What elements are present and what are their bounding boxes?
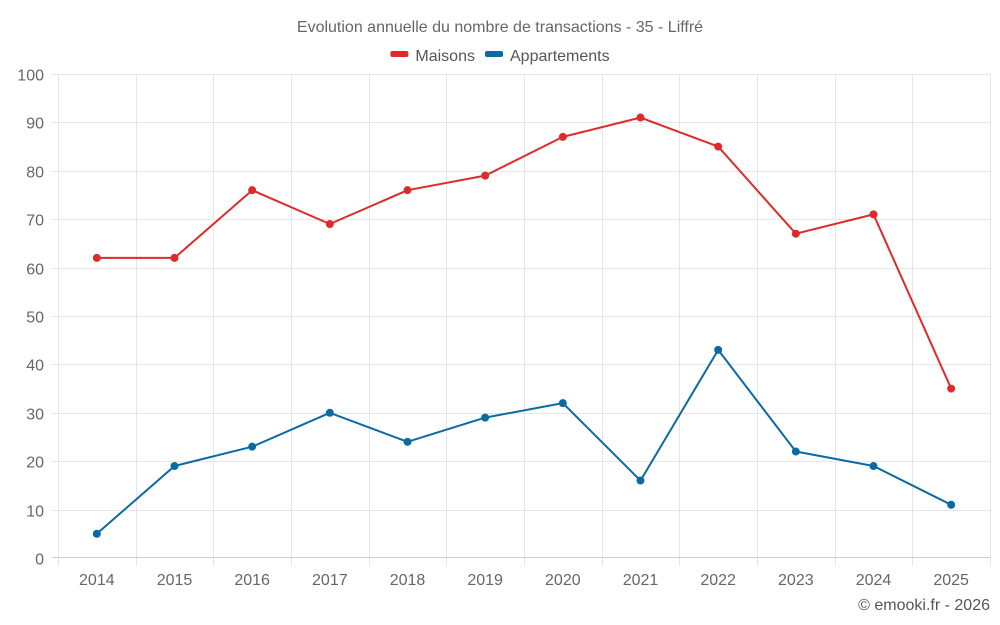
data-point [325,408,334,417]
y-tick-label: 40 [26,358,44,375]
series-maisons [92,113,956,393]
x-gridlines [58,74,991,566]
data-point [791,447,800,456]
data-point [714,142,723,151]
data-point [947,384,956,393]
data-point [92,529,101,538]
x-tick-label: 2014 [79,572,115,589]
data-point [403,437,412,446]
y-tick-label: 90 [26,116,44,133]
data-point [248,442,257,451]
data-point [481,171,490,180]
series-line-appartements [96,348,952,535]
legend-item-maisons[interactable]: Maisons [390,48,475,65]
data-point [170,253,179,262]
y-tick-label: 30 [26,407,44,424]
x-axis-labels: 2014 2015 2016 2017 2018 2019 2020 2021 2022 2023… [79,572,969,589]
legend-label: Maisons [415,48,475,65]
x-tick-label: 2022 [700,572,736,589]
y-tick-label: 100 [17,68,44,85]
x-tick-label: 2016 [234,572,270,589]
credit-text: © emooki.fr - 2026 [858,597,990,614]
legend-item-appartements[interactable]: Appartements [485,48,610,65]
legend-swatch [485,51,503,57]
series-line-maisons [96,116,953,390]
x-tick-label: 2017 [312,572,348,589]
data-point [92,253,101,262]
legend: Maisons Appartements [390,48,610,65]
legend-swatch [390,51,409,57]
x-tick-label: 2024 [856,572,892,589]
data-point [170,462,179,471]
x-tick-label: 2020 [545,572,581,589]
y-tick-label: 0 [35,552,44,569]
data-point [248,186,257,195]
data-point [714,345,723,354]
y-tick-label: 60 [26,262,44,279]
y-axis-labels: 0 10 20 30 40 50 60 70 80 90 100 [17,68,44,569]
series-layer [92,113,956,538]
x-tick-label: 2018 [390,572,426,589]
data-point [791,229,800,238]
data-point [481,413,490,422]
data-point [636,476,645,485]
y-tick-label: 50 [26,310,44,327]
x-tick-label: 2015 [157,572,193,589]
data-point [636,113,645,122]
data-point [869,210,878,219]
data-point [869,462,878,471]
data-point [325,220,334,229]
y-tick-label: 20 [26,455,44,472]
data-point [403,186,412,195]
y-tick-label: 10 [26,504,44,521]
data-point [947,500,956,509]
x-tick-label: 2023 [778,572,814,589]
series-appartements [92,345,956,538]
y-tick-label: 80 [26,165,44,182]
x-tick-label: 2021 [623,572,659,589]
legend-label: Appartements [510,48,610,65]
x-tick-label: 2019 [467,572,503,589]
y-gridlines [52,74,990,511]
data-point [558,399,567,408]
chart-title: Evolution annuelle du nombre de transact… [297,19,703,36]
y-tick-label: 70 [26,213,44,230]
x-tick-label: 2025 [933,572,969,589]
data-point [558,132,567,141]
